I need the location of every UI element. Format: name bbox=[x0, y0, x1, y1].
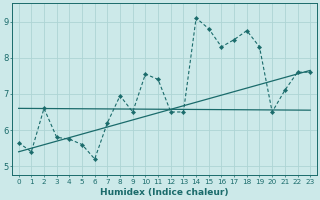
X-axis label: Humidex (Indice chaleur): Humidex (Indice chaleur) bbox=[100, 188, 229, 197]
